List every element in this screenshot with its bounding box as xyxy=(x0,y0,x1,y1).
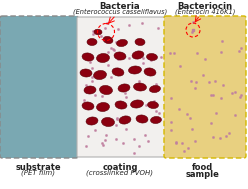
Ellipse shape xyxy=(99,85,112,94)
FancyBboxPatch shape xyxy=(0,16,78,158)
Ellipse shape xyxy=(96,53,109,63)
Ellipse shape xyxy=(150,85,160,93)
Ellipse shape xyxy=(80,69,92,77)
FancyBboxPatch shape xyxy=(164,16,246,158)
Ellipse shape xyxy=(133,83,147,91)
Ellipse shape xyxy=(144,68,156,76)
Text: (Enterococcus casseliflavus): (Enterococcus casseliflavus) xyxy=(73,8,167,15)
Ellipse shape xyxy=(135,39,145,46)
Ellipse shape xyxy=(103,36,113,44)
Ellipse shape xyxy=(132,51,144,59)
Text: substrate: substrate xyxy=(15,163,61,172)
Text: Bacteria: Bacteria xyxy=(100,2,140,11)
Ellipse shape xyxy=(94,29,102,35)
Ellipse shape xyxy=(114,52,126,60)
Ellipse shape xyxy=(136,115,148,123)
Text: sample: sample xyxy=(186,170,220,179)
Ellipse shape xyxy=(96,102,109,112)
Ellipse shape xyxy=(101,118,115,126)
Ellipse shape xyxy=(147,53,157,60)
Text: Bacteriocin: Bacteriocin xyxy=(177,2,233,11)
Ellipse shape xyxy=(148,101,158,108)
Ellipse shape xyxy=(82,102,94,110)
Ellipse shape xyxy=(117,40,127,46)
Ellipse shape xyxy=(118,84,130,92)
Text: (PET film): (PET film) xyxy=(21,170,55,177)
Ellipse shape xyxy=(115,101,127,109)
Ellipse shape xyxy=(112,68,124,76)
Ellipse shape xyxy=(84,86,96,94)
Ellipse shape xyxy=(128,66,142,74)
Text: coating: coating xyxy=(102,163,138,172)
Ellipse shape xyxy=(130,100,143,108)
Text: (Enterocin 416K1): (Enterocin 416K1) xyxy=(175,8,235,15)
Ellipse shape xyxy=(82,53,94,61)
Ellipse shape xyxy=(87,39,97,46)
Ellipse shape xyxy=(93,70,106,80)
Ellipse shape xyxy=(119,116,131,124)
Ellipse shape xyxy=(86,117,98,125)
Ellipse shape xyxy=(151,116,161,124)
Text: (crosslinked PVOH): (crosslinked PVOH) xyxy=(87,170,154,177)
FancyBboxPatch shape xyxy=(77,17,167,157)
Text: food: food xyxy=(192,163,214,172)
